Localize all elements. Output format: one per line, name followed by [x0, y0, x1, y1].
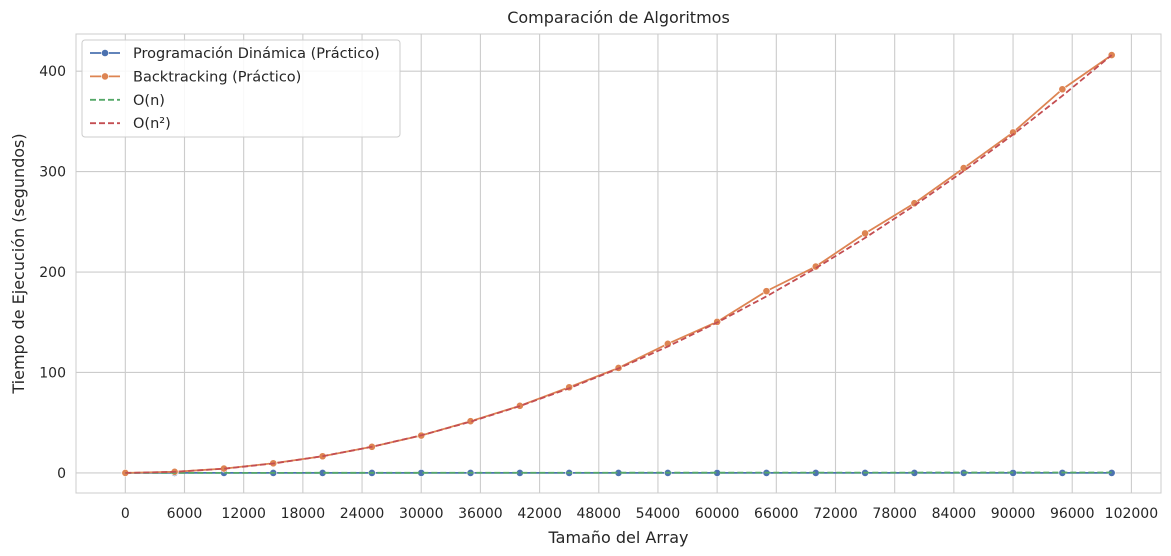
data-point	[515, 401, 524, 410]
x-tick-label: 42000	[517, 506, 562, 522]
x-tick-label: 78000	[872, 506, 917, 522]
x-tick-label: 18000	[281, 506, 326, 522]
x-tick-label: 36000	[458, 506, 503, 522]
y-tick-label: 200	[39, 265, 66, 281]
y-tick-labels: 0 100 200 300 400	[39, 64, 66, 482]
data-point	[1009, 128, 1017, 137]
x-tick-label: 12000	[221, 506, 266, 522]
chart-title: Comparación de Algoritmos	[507, 8, 730, 27]
y-tick-label: 400	[39, 64, 66, 80]
data-point	[762, 287, 771, 296]
legend-item: Programación Dinámica (Práctico)	[90, 46, 380, 62]
series-layer	[121, 51, 1116, 477]
legend-label: Programación Dinámica (Práctico)	[133, 46, 380, 62]
data-point	[1058, 85, 1067, 94]
y-tick-label: 300	[39, 165, 66, 181]
legend-item: Backtracking (Práctico)	[90, 69, 301, 85]
legend-label: O(n)	[133, 93, 165, 109]
x-tick-label: 84000	[932, 506, 977, 522]
x-tick-label: 102000	[1105, 506, 1158, 522]
legend-box	[81, 39, 401, 138]
x-tick-label: 24000	[340, 506, 385, 522]
x-tick-label: 66000	[754, 506, 799, 522]
x-tick-label: 30000	[399, 506, 444, 522]
legend-marker	[101, 49, 109, 57]
series-3	[125, 54, 1113, 474]
x-tick-labels: 0 6000 12000 18000 24000 30000 36000 42000 48000…	[121, 506, 1158, 522]
legend-item: O(n²)	[90, 116, 171, 132]
x-tick-label: 0	[121, 506, 130, 522]
legend-marker	[101, 72, 109, 81]
series-line	[125, 54, 1113, 474]
legend-item: O(n)	[90, 93, 165, 109]
legend-label: O(n²)	[133, 116, 171, 132]
y-tick-label: 100	[39, 365, 66, 381]
y-axis-label: Tiempo de Ejecución (segundos)	[9, 133, 28, 394]
x-tick-label: 90000	[991, 506, 1036, 522]
x-tick-label: 6000	[167, 506, 203, 522]
x-tick-label: 54000	[636, 506, 681, 522]
x-axis-label: Tamaño del Array	[548, 528, 689, 547]
data-point	[861, 229, 869, 238]
x-tick-label: 60000	[695, 506, 740, 522]
legend-label: Backtracking (Práctico)	[133, 69, 301, 85]
x-tick-label: 96000	[1050, 506, 1095, 522]
y-tick-label: 0	[57, 466, 66, 482]
legend: Programación Dinámica (Práctico) Backtrac…	[81, 39, 401, 138]
x-tick-label: 72000	[813, 506, 858, 522]
x-tick-label: 48000	[576, 506, 621, 522]
